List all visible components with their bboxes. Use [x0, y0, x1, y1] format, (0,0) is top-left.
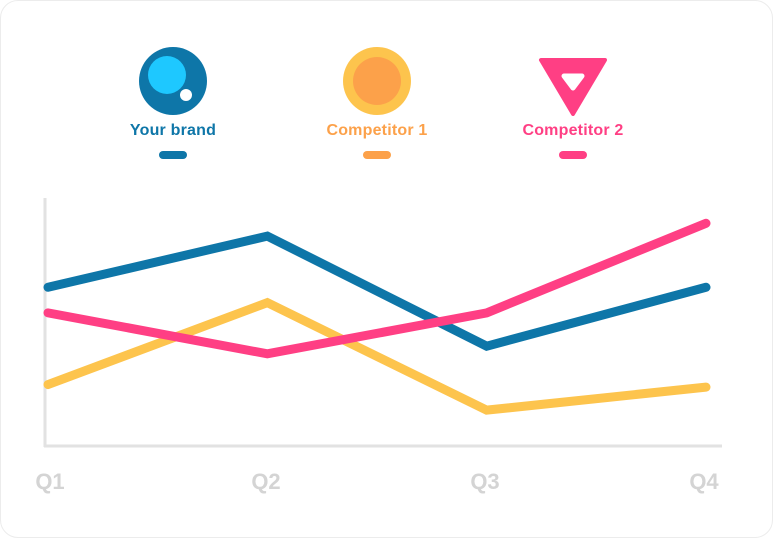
legend-label-your-brand: Your brand — [129, 122, 217, 139]
series-line-your-brand — [43, 231, 711, 351]
legend-label-competitor-1: Competitor 1 — [326, 122, 428, 139]
legend-item-your-brand: Your brand — [88, 46, 258, 159]
legend-label-competitor-2: Competitor 2 — [522, 122, 624, 139]
legend-item-competitor-1: Competitor 1 — [292, 46, 462, 159]
chart-x-ticks: Q1 Q2 Q3 Q4 — [35, 469, 719, 494]
legend-item-competitor-2: Competitor 2 — [488, 46, 658, 159]
legend-swatch-your-brand — [159, 151, 187, 159]
x-tick-label-q4: Q4 — [689, 469, 719, 494]
legend-swatch-competitor-1 — [363, 151, 391, 159]
pink-triangle-icon — [539, 58, 607, 116]
series-line-competitor-2 — [43, 218, 711, 359]
brand-bubble-icon — [139, 47, 207, 115]
chart-series — [43, 218, 711, 415]
series-line-competitor-1 — [43, 297, 711, 415]
legend-swatch-competitor-2 — [559, 151, 587, 159]
chart-axes — [43, 198, 722, 448]
x-tick-label-q3: Q3 — [470, 469, 499, 494]
x-tick-label-q1: Q1 — [35, 469, 64, 494]
orange-circle-icon — [343, 47, 411, 115]
x-tick-label-q2: Q2 — [251, 469, 280, 494]
